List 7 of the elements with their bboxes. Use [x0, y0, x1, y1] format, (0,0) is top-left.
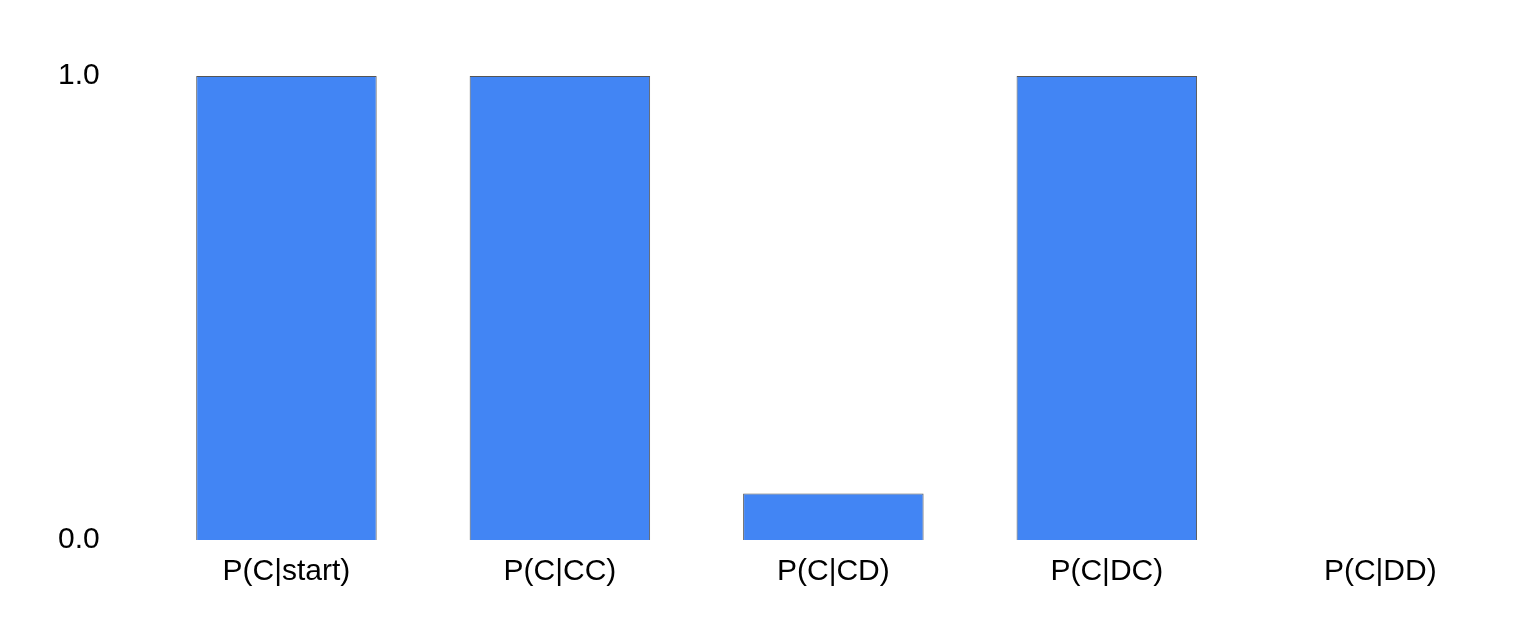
x-tick-label: P(C|CC) [503, 553, 617, 587]
x-tick-label: P(C|DC) [1050, 553, 1164, 587]
y-tick-label: 0.0 [57, 521, 100, 555]
y-tick-label: 1.0 [57, 57, 100, 91]
x-tick-label: P(C|CD) [776, 553, 890, 587]
x-tick-label: P(C|DD) [1323, 553, 1437, 587]
x-tick-label: P(C|start) [222, 553, 351, 587]
